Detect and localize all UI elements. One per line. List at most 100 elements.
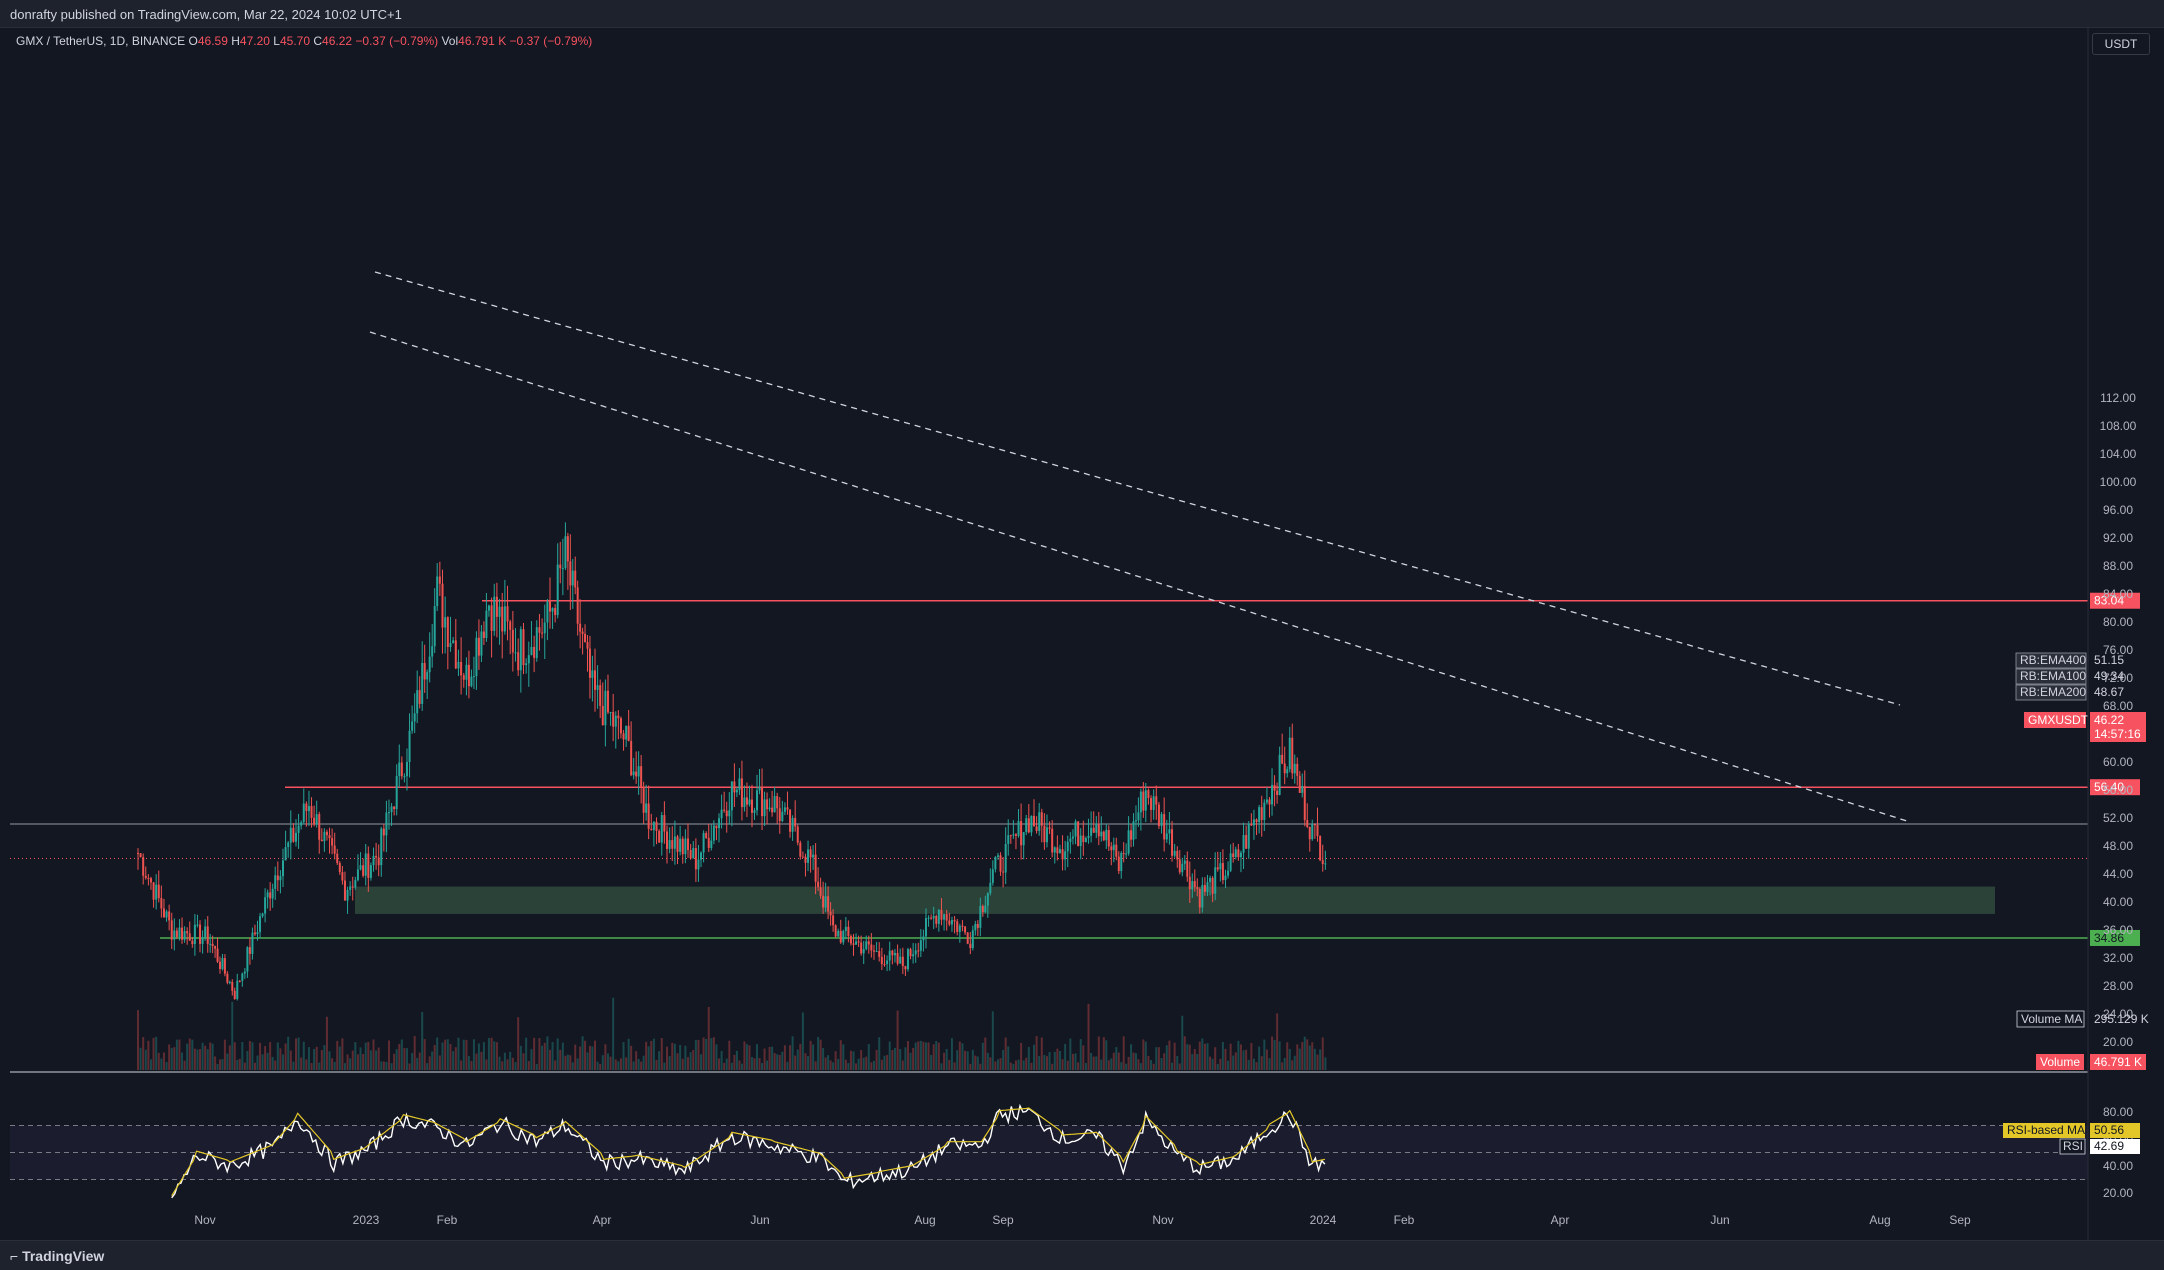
volume-bar — [909, 1052, 912, 1070]
volume-bar — [979, 1063, 982, 1070]
high-key: H — [231, 34, 240, 48]
volume-bar — [632, 1061, 635, 1070]
volume-bar — [650, 1040, 653, 1070]
volume-bar — [630, 1045, 633, 1070]
volume-bar — [1183, 1036, 1186, 1070]
rsi-value-box-0 — [2090, 1123, 2140, 1138]
candle-body — [1056, 847, 1059, 854]
volume-bar — [188, 1038, 191, 1070]
volume-bar — [302, 1041, 305, 1070]
time-tick-12: Aug — [1869, 1213, 1890, 1227]
candle-body — [896, 953, 899, 964]
candle-body — [761, 786, 764, 817]
volume-bar — [482, 1042, 485, 1070]
candle-body — [924, 918, 927, 937]
candle-body — [186, 931, 189, 934]
volume-bar — [341, 1038, 344, 1070]
candle-body — [865, 941, 868, 950]
volume-bar — [875, 1049, 878, 1070]
volume-bar — [794, 1055, 797, 1070]
candle-body — [226, 973, 229, 983]
volume-bar — [196, 1049, 199, 1070]
volume-bar — [1209, 1056, 1212, 1070]
candle-body — [1040, 812, 1043, 826]
price-chart[interactable]: 83.04 56.40 34.86 112.00 108.00 104.00 100.00 9… — [0, 28, 2164, 1240]
ema-label-2: RB:EMA200 — [2020, 685, 2086, 699]
candle-body — [310, 806, 313, 818]
volume-bar — [697, 1040, 700, 1070]
volume-bar — [1043, 1055, 1046, 1070]
volume-bar — [692, 1049, 695, 1070]
volume-bar — [310, 1063, 313, 1070]
volume-bar — [1273, 1039, 1276, 1070]
price-tick-1: 108.00 — [2100, 419, 2137, 433]
tradingview-logo-icon[interactable]: ⌐ TradingView — [10, 1248, 105, 1264]
volume-bar — [940, 1063, 943, 1070]
volume-bar — [974, 1055, 977, 1070]
currency-button[interactable]: USDT — [2092, 33, 2150, 55]
volume-bar — [411, 1052, 414, 1070]
candle-body — [480, 631, 483, 656]
rsi-series-label-0: RSI-based MA — [2007, 1123, 2085, 1137]
volume-bar — [996, 1059, 999, 1070]
volume-bar — [781, 1051, 784, 1070]
volume-bar — [1196, 1054, 1199, 1070]
volume-bar — [862, 1057, 865, 1070]
volume-bar — [460, 1060, 463, 1070]
volume-bar — [849, 1050, 852, 1070]
volume-bar — [1224, 1048, 1227, 1070]
volume-bar — [899, 1049, 902, 1070]
volume-bar — [1203, 1043, 1206, 1070]
volume-bar — [756, 1044, 759, 1070]
candle-body — [984, 905, 987, 913]
candle-body — [514, 652, 517, 654]
price-tick-20: 32.00 — [2103, 951, 2133, 965]
candle-body — [375, 855, 378, 858]
candle-body — [307, 806, 310, 812]
volume-bar — [211, 1043, 214, 1070]
volume-bar — [1288, 1049, 1291, 1070]
candle-body — [681, 838, 684, 855]
candle-body — [1092, 827, 1095, 833]
volume-bar — [945, 1048, 948, 1070]
volume-bar — [1301, 1042, 1304, 1070]
volume-bar — [472, 1039, 475, 1070]
candle-body — [796, 826, 799, 843]
candle-body — [139, 853, 142, 858]
candle-body — [482, 631, 485, 638]
candle-body — [490, 605, 493, 631]
candle-body — [1176, 850, 1179, 860]
volume-bar — [271, 1056, 274, 1070]
candle-body — [1216, 867, 1219, 870]
ema-label-0: RB:EMA400 — [2020, 653, 2086, 667]
candle-body — [679, 838, 682, 852]
candle-body — [766, 799, 769, 810]
volume-bar — [1247, 1059, 1250, 1070]
volume-bar — [1155, 1047, 1158, 1070]
price-tick-7: 84.00 — [2103, 587, 2133, 601]
candle-body — [472, 676, 475, 678]
candle-body — [579, 623, 582, 632]
candle-body — [630, 740, 633, 776]
volume-bar — [501, 1061, 504, 1070]
volume-bar — [1157, 1047, 1160, 1070]
candle-body — [756, 790, 759, 811]
volume-bar — [238, 1058, 241, 1070]
candle-body — [436, 576, 439, 607]
candle-body — [1117, 856, 1120, 872]
volume-bar — [1066, 1060, 1069, 1070]
volume-bar — [922, 1041, 925, 1070]
volume-bar — [1221, 1041, 1224, 1070]
volume-bar — [1303, 1036, 1306, 1070]
candle-body — [369, 865, 372, 878]
volume-bar — [847, 1063, 850, 1070]
symbol-label[interactable]: GMX / TetherUS, 1D, BINANCE — [16, 34, 186, 48]
volume-bar — [673, 1043, 676, 1070]
ema-value-2: 48.67 — [2094, 685, 2124, 699]
volume-bar — [658, 1051, 661, 1070]
volume-bar — [403, 1047, 406, 1070]
volume-bar — [1319, 1049, 1322, 1070]
candle-body — [149, 878, 152, 883]
volume-bar — [331, 1058, 334, 1070]
volume-bar — [596, 1061, 599, 1070]
